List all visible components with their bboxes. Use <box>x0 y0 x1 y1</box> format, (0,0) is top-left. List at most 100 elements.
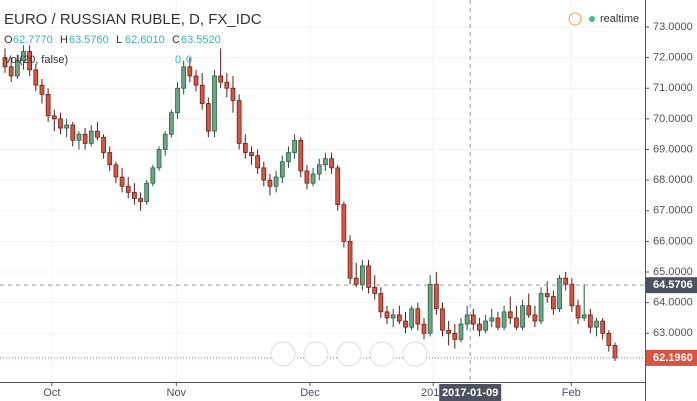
candle-body <box>169 112 174 135</box>
x-tick-label: Oct <box>43 387 60 399</box>
candle-body <box>403 320 408 328</box>
candle-body <box>76 133 82 141</box>
candle-body <box>458 323 464 340</box>
candle-body <box>409 308 415 328</box>
candle-body <box>415 308 421 325</box>
candle-body <box>532 314 538 322</box>
legend-value: 62.7770 <box>13 34 53 46</box>
candle-body <box>551 296 556 310</box>
candle-body <box>27 51 32 71</box>
candle-body <box>205 103 211 132</box>
candle-body <box>95 130 100 138</box>
y-tick-label: 67.0000 <box>653 205 693 217</box>
candle-body <box>575 305 581 319</box>
indicator-value: 0 <box>186 54 192 66</box>
candle-body <box>119 176 125 187</box>
candle-body <box>14 60 20 77</box>
crosshair-x-label: 2017-01-09 <box>442 387 498 399</box>
y-tick-label: 73.0000 <box>653 21 693 33</box>
candle-body <box>538 293 544 322</box>
candle-body <box>150 167 156 184</box>
candle-body <box>353 277 359 285</box>
y-tick-label: 66.0000 <box>653 235 693 247</box>
nav-forward[interactable] <box>402 341 428 367</box>
last-price-label: 62.1960 <box>653 352 693 364</box>
candle-body <box>242 143 248 153</box>
candle-body <box>82 133 88 144</box>
y-tick-label: 65.0000 <box>653 266 693 278</box>
x-tick-label: Dec <box>300 387 320 399</box>
candle-body <box>138 198 143 202</box>
candle-body <box>267 179 273 187</box>
candles <box>2 45 618 361</box>
candle-body <box>273 176 279 187</box>
x-tick-label: Nov <box>167 387 187 399</box>
status-dot <box>589 16 595 22</box>
candle-body <box>113 164 119 178</box>
indicator-label: Vol(20, false) <box>4 54 68 66</box>
candle-body <box>323 158 328 166</box>
y-tick-label: 70.0000 <box>653 113 693 125</box>
candle-body <box>544 293 550 297</box>
candle-body <box>581 314 587 319</box>
candle-body <box>58 118 63 129</box>
legend-value: 63.5760 <box>69 34 109 46</box>
chart-title: EURO / RUSSIAN RUBLE, D, FX_IDC <box>4 11 262 28</box>
candle-body <box>298 139 304 172</box>
reset[interactable] <box>336 341 362 367</box>
candle-body <box>501 311 507 328</box>
candle-body <box>316 164 322 175</box>
candle-body <box>495 317 501 328</box>
candle-body <box>218 75 224 83</box>
candle-body <box>249 152 254 156</box>
candle-body <box>33 69 39 86</box>
legend-key: C <box>172 34 180 46</box>
candle-body <box>39 84 45 95</box>
candle-body <box>594 320 599 328</box>
candle-body <box>335 167 341 205</box>
legend-key: O <box>4 34 13 46</box>
candle-body <box>396 314 402 322</box>
x-tick-label: Feb <box>562 387 581 399</box>
candle-body <box>132 192 137 199</box>
nav-back[interactable] <box>270 341 296 367</box>
candle-body <box>125 185 131 193</box>
candle-body <box>477 323 482 331</box>
y-tick-label: 64.0000 <box>653 297 693 309</box>
y-tick-label: 71.0000 <box>653 82 693 94</box>
candle-body <box>606 332 612 346</box>
candle-body <box>600 320 606 334</box>
candle-body <box>51 115 57 120</box>
y-tick-label: 69.0000 <box>653 143 693 155</box>
zoom-out[interactable] <box>303 341 329 367</box>
candle-body <box>88 130 94 144</box>
candle-body <box>175 87 180 114</box>
candle-body <box>45 94 51 117</box>
legend-key: H <box>60 34 68 46</box>
y-tick-label: 63.0000 <box>653 327 693 339</box>
candle-body <box>144 182 150 202</box>
candle-body <box>384 311 390 319</box>
candle-body <box>489 317 495 322</box>
nav-buttons <box>270 341 428 367</box>
y-tick-label: 68.0000 <box>653 174 693 186</box>
y-tick-label: 72.0000 <box>653 51 693 63</box>
last-price-box <box>646 349 697 366</box>
crosshair-y-label: 64.5706 <box>653 279 693 291</box>
warning-icon[interactable] <box>568 12 582 26</box>
candle-body <box>557 277 562 310</box>
candle-body <box>452 332 458 340</box>
legend-value: 63.5520 <box>181 34 221 46</box>
candle-body <box>279 161 285 178</box>
zoom-in[interactable] <box>369 341 395 367</box>
candle-body <box>427 283 433 334</box>
candle-body <box>162 133 168 150</box>
candle-body <box>286 152 291 163</box>
candle-body <box>440 308 445 331</box>
candle-body <box>70 124 76 141</box>
candle-body <box>588 314 593 328</box>
candle-body <box>101 136 106 153</box>
